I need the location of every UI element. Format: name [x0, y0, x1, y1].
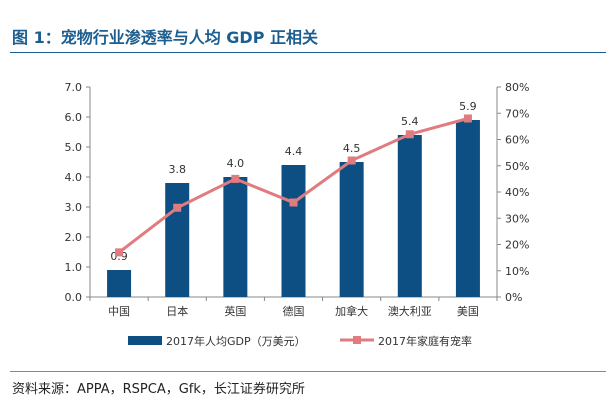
right-tick-label: 80% — [505, 81, 529, 94]
source-note: 资料来源：APPA，RSPCA，Gfk，长江证券研究所 — [12, 382, 305, 397]
left-tick-label: 7.0 — [65, 81, 83, 94]
chart: 0.0 1.0 2.0 3.0 4.0 5.0 6.0 7.0 0% 10% 20% 30% 40% 50… — [65, 81, 530, 348]
right-tick-label: 70% — [505, 107, 529, 120]
right-tick-label: 20% — [505, 239, 529, 252]
bar — [281, 165, 306, 297]
line-point — [463, 114, 472, 123]
bar — [397, 135, 422, 297]
line-point — [405, 130, 414, 139]
left-tick-label: 6.0 — [65, 111, 83, 124]
line-point — [289, 198, 298, 207]
bar — [455, 120, 480, 297]
right-tick-label: 50% — [505, 160, 529, 173]
line-point — [115, 248, 124, 257]
category-label: 加拿大 — [335, 304, 368, 318]
left-tick-label: 4.0 — [65, 171, 83, 184]
line-point — [173, 203, 182, 212]
figure-title: 图 1：宠物行业渗透率与人均 GDP 正相关 — [12, 28, 318, 47]
legend-line-marker — [353, 336, 361, 344]
bar-data-label: 0.9 — [110, 250, 128, 263]
bar — [107, 270, 132, 297]
bar-data-label: 3.8 — [168, 163, 186, 176]
category-label: 美国 — [457, 305, 479, 318]
category-label: 中国 — [108, 305, 130, 318]
bar-data-label: 4.5 — [343, 142, 361, 155]
category-label: 英国 — [224, 304, 246, 318]
left-tick-label: 0.0 — [65, 291, 83, 304]
left-tick-label: 1.0 — [65, 261, 83, 274]
legend-bar-label: 2017年人均GDP（万美元） — [166, 334, 306, 348]
right-tick-label: 60% — [505, 134, 529, 147]
right-tick-label: 10% — [505, 265, 529, 278]
bar-data-label: 4.0 — [227, 157, 245, 170]
right-tick-label: 40% — [505, 186, 529, 199]
bar-data-label: 5.4 — [401, 115, 419, 128]
bar-data-label: 5.9 — [459, 100, 477, 113]
title-divider — [10, 52, 606, 53]
bar — [165, 183, 190, 297]
category-label: 日本 — [166, 304, 188, 318]
left-tick-label: 3.0 — [65, 201, 83, 214]
legend-bar-swatch — [128, 336, 162, 345]
left-tick-label: 2.0 — [65, 231, 83, 244]
line-point — [231, 174, 240, 183]
category-label: 澳大利亚 — [388, 304, 432, 318]
bar — [223, 177, 248, 297]
source-divider — [10, 371, 606, 372]
bar — [339, 162, 364, 297]
right-tick-label: 30% — [505, 212, 529, 225]
bar-data-label: 4.4 — [285, 145, 303, 158]
right-tick-label: 0% — [505, 291, 522, 304]
left-tick-label: 5.0 — [65, 141, 83, 154]
legend-line-label: 2017年家庭有宠率 — [378, 334, 472, 348]
line-point — [347, 156, 356, 165]
category-label: 德国 — [283, 304, 305, 318]
